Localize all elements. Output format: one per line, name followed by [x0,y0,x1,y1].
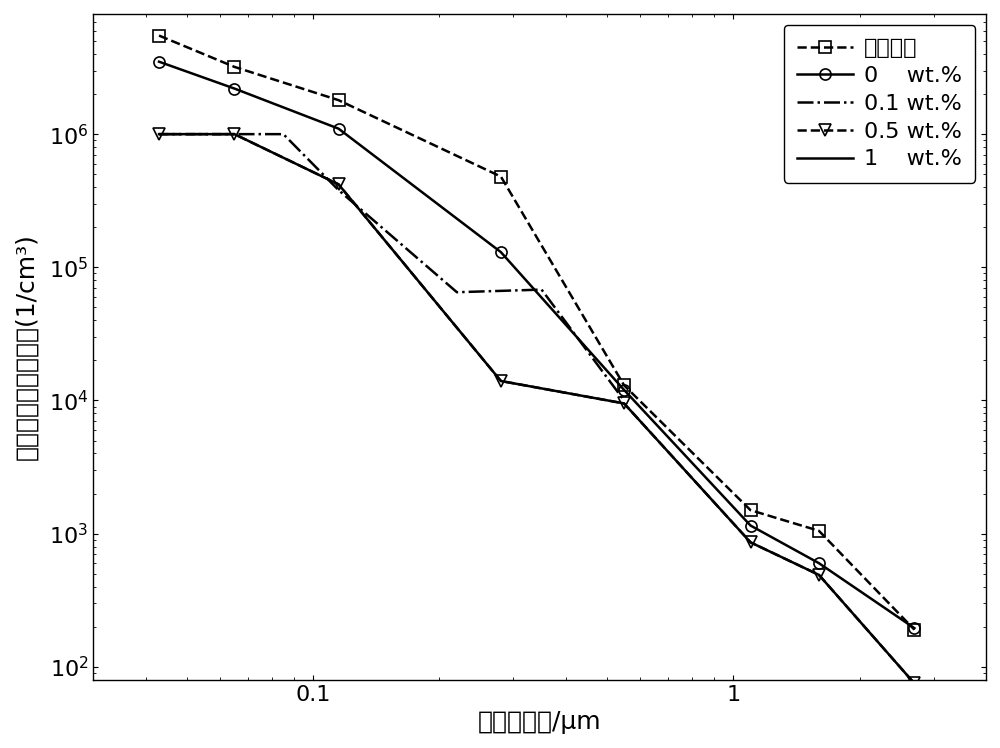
Legend: 原始烟气, 0    wt.%, 0.1 wt.%, 0.5 wt.%, 1    wt.%: 原始烟气, 0 wt.%, 0.1 wt.%, 0.5 wt.%, 1 wt.% [784,25,975,183]
Y-axis label: 烟气中颗粒物浓度／(1/cm³): 烟气中颗粒物浓度／(1/cm³) [14,233,38,460]
X-axis label: 颗粒物粒径/μm: 颗粒物粒径/μm [478,710,602,734]
